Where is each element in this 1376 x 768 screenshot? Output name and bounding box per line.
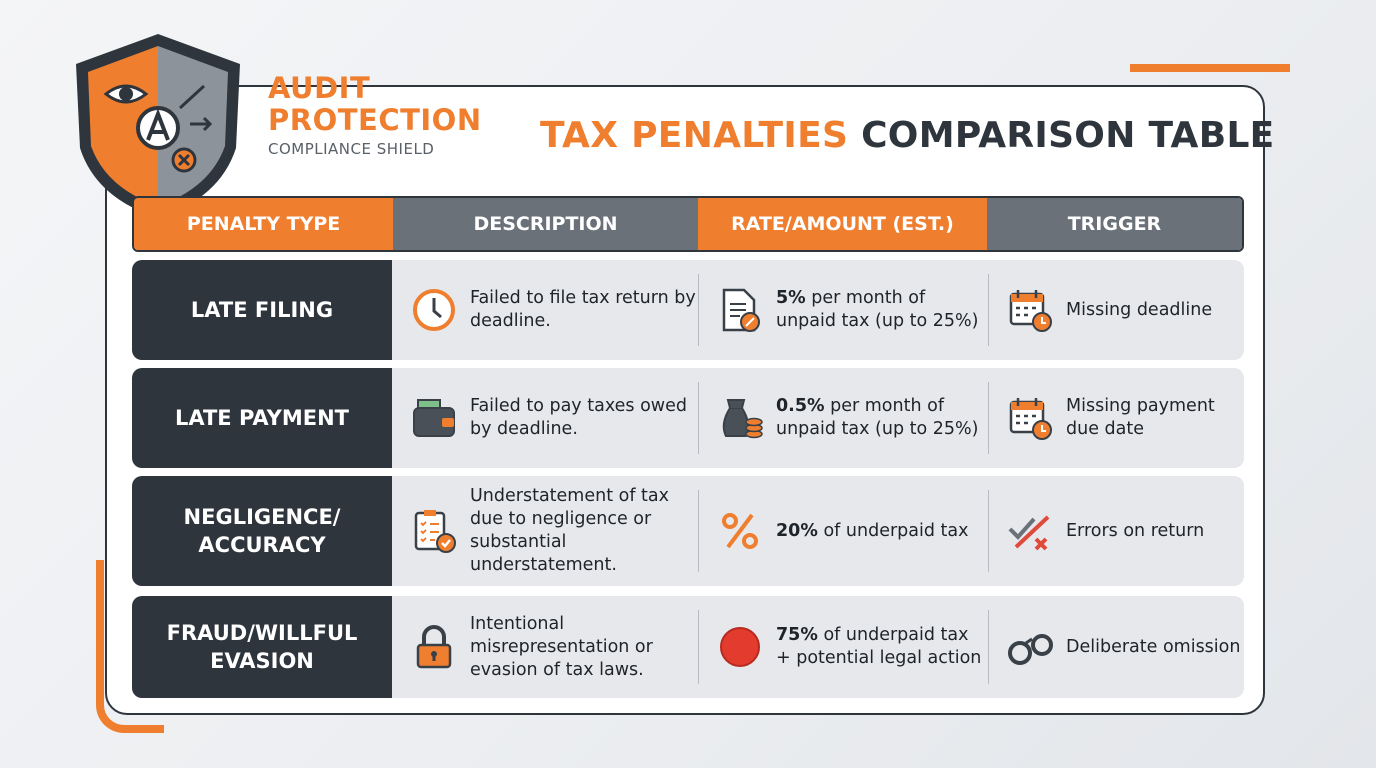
table-header: PENALTY TYPE DESCRIPTION RATE/AMOUNT (EST.… bbox=[132, 196, 1244, 252]
icon bbox=[413, 289, 455, 331]
penalty-type: FRAUD/WILLFUL EVASION bbox=[132, 596, 392, 698]
cell-text: Failed to pay taxes owed by deadline. bbox=[470, 396, 687, 439]
rate-emphasis: 20% bbox=[776, 520, 818, 541]
rate-text: of underpaid tax bbox=[823, 520, 969, 541]
icon bbox=[1009, 290, 1052, 332]
icon bbox=[722, 513, 758, 549]
cell-text: Missing deadline bbox=[1066, 299, 1213, 320]
brand-line: PROTECTION bbox=[268, 103, 482, 137]
table-row: LATE PAYMENT Failed to pay taxes owed by … bbox=[132, 368, 1244, 468]
cell-text: 5% per month of unpaid tax (up to 25%) bbox=[776, 287, 988, 333]
rate-cell: 20% of underpaid tax bbox=[698, 476, 988, 586]
title: TAX PENALTIES COMPARISON TABLE bbox=[540, 115, 1275, 156]
rate-text: of underpaid tax + potential legal actio… bbox=[776, 625, 982, 668]
table-row: LATE FILING Failed to file tax return by … bbox=[132, 260, 1244, 360]
penalty-type: NEGLIGENCE/ ACCURACY bbox=[132, 476, 392, 586]
rate-text: per month of unpaid tax (up to 25%) bbox=[776, 396, 979, 439]
brand-line: AUDIT bbox=[268, 71, 371, 105]
table-row: NEGLIGENCE/ ACCURACY Understatement of ta… bbox=[132, 476, 1244, 586]
accent-frame bbox=[96, 560, 164, 733]
rate-cell: 75% of underpaid tax + potential legal a… bbox=[698, 596, 988, 698]
header-cell: PENALTY TYPE bbox=[134, 198, 394, 250]
cell-text: Intentional misrepresentation or evasion… bbox=[470, 613, 653, 680]
trigger-cell: Errors on return bbox=[988, 476, 1244, 586]
shield-logo bbox=[76, 34, 240, 218]
penalty-type: LATE FILING bbox=[132, 260, 392, 360]
rate-emphasis: 0.5% bbox=[776, 396, 825, 416]
header-cell: RATE/AMOUNT (EST.) bbox=[697, 198, 987, 250]
cell-text: 75% of underpaid tax + potential legal a… bbox=[776, 624, 988, 670]
table-row: FRAUD/WILLFUL EVASION Intentional misrepr… bbox=[132, 596, 1244, 698]
rate-cell: 0.5% per month of unpaid tax (up to 25%) bbox=[698, 368, 988, 468]
rate-emphasis: 75% bbox=[776, 625, 818, 645]
cell-text: Understatement of tax due to negligence … bbox=[470, 486, 670, 575]
icon bbox=[414, 510, 456, 553]
trigger-cell: Deliberate omission bbox=[988, 596, 1244, 698]
icon bbox=[722, 288, 760, 332]
rate-cell: 5% per month of unpaid tax (up to 25%) bbox=[698, 260, 988, 360]
header-cell: DESCRIPTION bbox=[393, 198, 698, 250]
brand: AUDIT PROTECTION COMPLIANCE SHIELD bbox=[268, 72, 482, 158]
description-cell: Failed to file tax return by deadline. bbox=[392, 260, 698, 360]
header-cell: TRIGGER bbox=[986, 198, 1242, 250]
penalty-type: LATE PAYMENT bbox=[132, 368, 392, 468]
accent-frame bbox=[1130, 64, 1290, 152]
icon bbox=[720, 627, 760, 667]
icon bbox=[413, 399, 455, 437]
cell-text: 0.5% per month of unpaid tax (up to 25%) bbox=[776, 395, 988, 441]
icon bbox=[1008, 515, 1050, 551]
title-rest: COMPARISON TABLE bbox=[861, 115, 1275, 156]
icon bbox=[1009, 398, 1052, 440]
cell-text: Missing payment due date bbox=[1066, 396, 1215, 439]
icon bbox=[1008, 634, 1053, 665]
trigger-cell: Missing payment due date bbox=[988, 368, 1244, 468]
icon bbox=[722, 399, 763, 439]
brand-tagline: COMPLIANCE SHIELD bbox=[268, 140, 435, 158]
description-cell: Understatement of tax due to negligence … bbox=[392, 476, 698, 586]
trigger-cell: Missing deadline bbox=[988, 260, 1244, 360]
cell-text: 20% of underpaid tax bbox=[776, 520, 968, 543]
cell-text: Errors on return bbox=[1066, 520, 1205, 541]
icon bbox=[416, 625, 452, 669]
rate-emphasis: 5% bbox=[776, 288, 806, 308]
cell-text: Failed to file tax return by deadline. bbox=[470, 288, 696, 331]
description-cell: Failed to pay taxes owed by deadline. bbox=[392, 368, 698, 468]
cell-text: Deliberate omission bbox=[1066, 636, 1241, 657]
rate-text: per month of unpaid tax (up to 25%) bbox=[776, 288, 979, 331]
description-cell: Intentional misrepresentation or evasion… bbox=[392, 596, 698, 698]
title-highlight: TAX PENALTIES bbox=[540, 115, 849, 156]
